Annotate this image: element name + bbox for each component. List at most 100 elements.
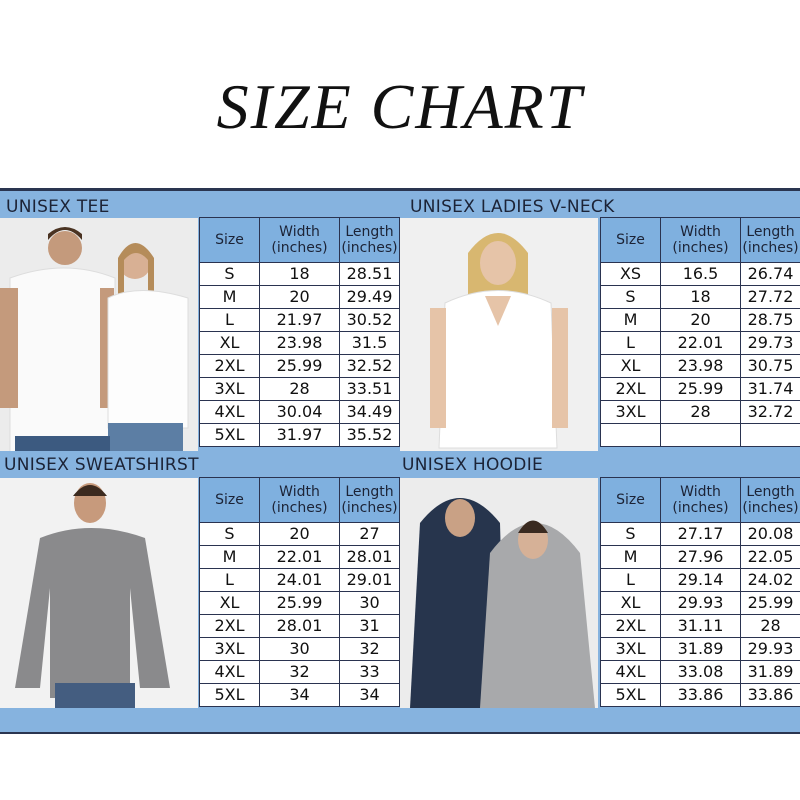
length-cell: 30 (339, 591, 400, 615)
width-cell: 34 (259, 683, 340, 707)
size-cell: XL (600, 354, 661, 378)
size-cell: XS (600, 262, 661, 286)
size-cell (600, 423, 661, 447)
width-cell: 20 (259, 522, 340, 546)
size-cell: 4XL (199, 400, 260, 424)
table-row: 2XL 25.99 32.52 (199, 354, 400, 378)
length-cell: 32.72 (740, 400, 800, 424)
table-row: XL 25.99 30 (199, 591, 400, 615)
size-cell: M (199, 545, 260, 569)
width-cell: 31.97 (259, 423, 340, 447)
table-row: 5XL 34 34 (199, 683, 400, 707)
length-header: Length (inches) (740, 477, 800, 523)
length-cell: 30.75 (740, 354, 800, 378)
woman-white-vneck-photo (400, 218, 598, 451)
couple-white-tees-photo (0, 218, 198, 451)
page-title: SIZE CHART (216, 71, 584, 142)
table-header-row: Size Width (inches) Length (inches) (199, 477, 400, 523)
table-row: 5XL 31.97 35.52 (199, 423, 400, 447)
table-row: XL 23.98 31.5 (199, 331, 400, 355)
size-table-sweatshirt: Size Width (inches) Length (inches) S 20 27 M 2… (199, 477, 400, 707)
table-row: M 20 28.75 (600, 308, 800, 332)
size-cell: 2XL (600, 377, 661, 401)
size-cell: L (199, 308, 260, 332)
table-row: M 27.96 22.05 (600, 545, 800, 569)
width-cell: 25.99 (259, 591, 340, 615)
table-row: 3XL 28 33.51 (199, 377, 400, 401)
length-cell: 29.73 (740, 331, 800, 355)
size-cell: M (199, 285, 260, 309)
length-cell: 29.49 (339, 285, 400, 309)
size-header: Size (199, 217, 260, 263)
section-label-vneck: UNISEX LADIES V-NECK (410, 197, 615, 217)
size-cell: S (600, 522, 661, 546)
table-row: 3XL 31.89 29.93 (600, 637, 800, 661)
length-cell: 31.5 (339, 331, 400, 355)
table-row: L 29.14 24.02 (600, 568, 800, 592)
length-cell: 24.02 (740, 568, 800, 592)
section-label-tee: UNISEX TEE (6, 197, 110, 217)
size-cell: 3XL (199, 377, 260, 401)
length-cell: 27 (339, 522, 400, 546)
width-cell: 29.93 (660, 591, 741, 615)
length-cell: 26.74 (740, 262, 800, 286)
size-cell: 3XL (600, 400, 661, 424)
size-cell: 3XL (600, 637, 661, 661)
width-cell: 28 (259, 377, 340, 401)
length-cell: 31.74 (740, 377, 800, 401)
section-label-hoodie: UNISEX HOODIE (402, 455, 544, 475)
width-cell: 21.97 (259, 308, 340, 332)
table-row: S 27.17 20.08 (600, 522, 800, 546)
size-header: Size (199, 477, 260, 523)
size-cell: XL (199, 591, 260, 615)
width-cell: 29.14 (660, 568, 741, 592)
size-header: Size (600, 217, 661, 263)
width-header: Width (inches) (660, 217, 741, 263)
size-cell: L (600, 331, 661, 355)
length-cell: 27.72 (740, 285, 800, 309)
width-cell: 25.99 (259, 354, 340, 378)
width-cell: 27.17 (660, 522, 741, 546)
size-table-vneck: Size Width (inches) Length (inches) XS 16.5 2… (600, 217, 800, 447)
size-cell: 4XL (199, 660, 260, 684)
width-cell: 30 (259, 637, 340, 661)
table-row: M 20 29.49 (199, 285, 400, 309)
table-row: 5XL 33.86 33.86 (600, 683, 800, 707)
size-cell: XL (199, 331, 260, 355)
width-cell: 20 (660, 308, 741, 332)
length-cell: 33 (339, 660, 400, 684)
length-cell: 34 (339, 683, 400, 707)
table-row: 4XL 30.04 34.49 (199, 400, 400, 424)
width-cell: 22.01 (259, 545, 340, 569)
man-gray-sweatshirt-photo (0, 478, 198, 708)
length-cell: 28.51 (339, 262, 400, 286)
table-row: L 24.01 29.01 (199, 568, 400, 592)
width-cell: 33.86 (660, 683, 741, 707)
width-cell: 16.5 (660, 262, 741, 286)
length-cell: 33.51 (339, 377, 400, 401)
size-cell: L (199, 568, 260, 592)
length-cell: 30.52 (339, 308, 400, 332)
width-cell: 31.11 (660, 614, 741, 638)
width-header: Width (inches) (259, 477, 340, 523)
size-cell: L (600, 568, 661, 592)
width-cell (660, 423, 741, 447)
size-cell: 2XL (199, 614, 260, 638)
size-table-hoodie: Size Width (inches) Length (inches) S 27.17 2… (600, 477, 800, 707)
width-cell: 20 (259, 285, 340, 309)
length-cell: 29.93 (740, 637, 800, 661)
table-row: S 18 27.72 (600, 285, 800, 309)
size-cell: S (199, 262, 260, 286)
width-cell: 28 (660, 400, 741, 424)
length-cell: 34.49 (339, 400, 400, 424)
table-row: L 22.01 29.73 (600, 331, 800, 355)
couple-hoodies-photo (400, 478, 598, 708)
size-cell: 5XL (600, 683, 661, 707)
table-row: 2XL 28.01 31 (199, 614, 400, 638)
length-header: Length (inches) (740, 217, 800, 263)
table-row: XL 29.93 25.99 (600, 591, 800, 615)
table-row: M 22.01 28.01 (199, 545, 400, 569)
width-cell: 25.99 (660, 377, 741, 401)
length-cell: 32.52 (339, 354, 400, 378)
length-cell: 33.86 (740, 683, 800, 707)
